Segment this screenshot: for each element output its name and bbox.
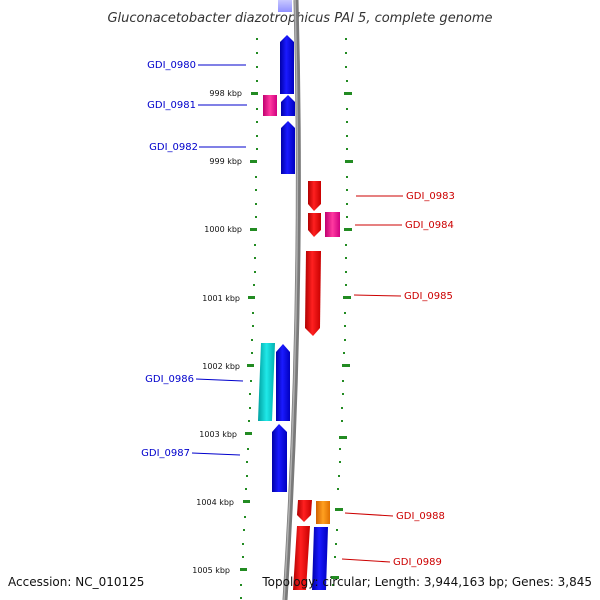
gene-gdi-0988-feature[interactable] (316, 501, 330, 524)
kbp-label: 1002 kbp (202, 362, 240, 371)
right-major-ticks (331, 92, 353, 579)
gene-gdi-0989-arrow[interactable] (312, 527, 328, 590)
gene-label-gdi-0982[interactable]: GDI_0982 (149, 142, 198, 153)
kbp-label: 1004 kbp (196, 498, 234, 507)
gene-gdi-0983-arrow[interactable] (308, 181, 321, 211)
map-title: Gluconacetobacter diazotrophicus PAl 5, … (107, 11, 492, 26)
gene-gdi-0981-feature[interactable] (263, 95, 277, 116)
gene-label-gdi-0986[interactable]: GDI_0986 (145, 374, 194, 385)
kbp-label: 998 kbp (209, 89, 242, 98)
right-leader-lines (341, 195, 403, 563)
gene-gdi-0980-arrow[interactable] (280, 35, 294, 94)
accession-text: Accession: NC_010125 (8, 575, 144, 589)
gene-gdi-0982-arrow[interactable] (281, 121, 295, 174)
genome-backbone (282, 0, 301, 600)
gene-feature-partial-top[interactable] (278, 0, 292, 12)
genome-backbone-highlight (283, 0, 299, 600)
gene-label-gdi-0985[interactable]: GDI_0985 (404, 291, 453, 302)
gene-gdi-0988-arrow[interactable] (297, 500, 312, 522)
left-leader-lines (191, 64, 247, 456)
gene-label-gdi-0984[interactable]: GDI_0984 (405, 220, 454, 231)
gene-gdi-0984-feature[interactable] (325, 212, 340, 237)
gene-label-gdi-0988[interactable]: GDI_0988 (396, 511, 445, 522)
gene-label-gdi-0981[interactable]: GDI_0981 (147, 100, 196, 111)
gene-red-lower[interactable] (293, 526, 310, 590)
gene-label-gdi-0980[interactable]: GDI_0980 (147, 60, 196, 71)
gene-gdi-0987-arrow[interactable] (272, 424, 287, 492)
gene-label-gdi-0983[interactable]: GDI_0983 (406, 191, 455, 202)
gene-gdi-0986-feature[interactable] (258, 343, 275, 421)
kbp-label: 1001 kbp (202, 294, 240, 303)
gene-gdi-0984-arrow[interactable] (308, 213, 321, 237)
right-tick-ring (332, 38, 348, 586)
left-tick-ring (240, 38, 258, 599)
kbp-label: 999 kbp (209, 157, 242, 166)
kbp-label: 1005 kbp (192, 566, 230, 575)
gene-label-gdi-0987[interactable]: GDI_0987 (141, 448, 190, 459)
topology-text: Topology: circular; Length: 3,944,163 bp… (261, 575, 592, 589)
kbp-label: 1000 kbp (204, 225, 242, 234)
gene-label-gdi-0989[interactable]: GDI_0989 (393, 557, 442, 568)
gene-gdi-0985-arrow[interactable] (305, 251, 321, 336)
gene-gdi-0986-arrow[interactable] (276, 344, 290, 421)
kbp-label: 1003 kbp (199, 430, 237, 439)
gene-gdi-0981-arrow[interactable] (281, 95, 295, 116)
left-major-ticks (240, 92, 258, 571)
